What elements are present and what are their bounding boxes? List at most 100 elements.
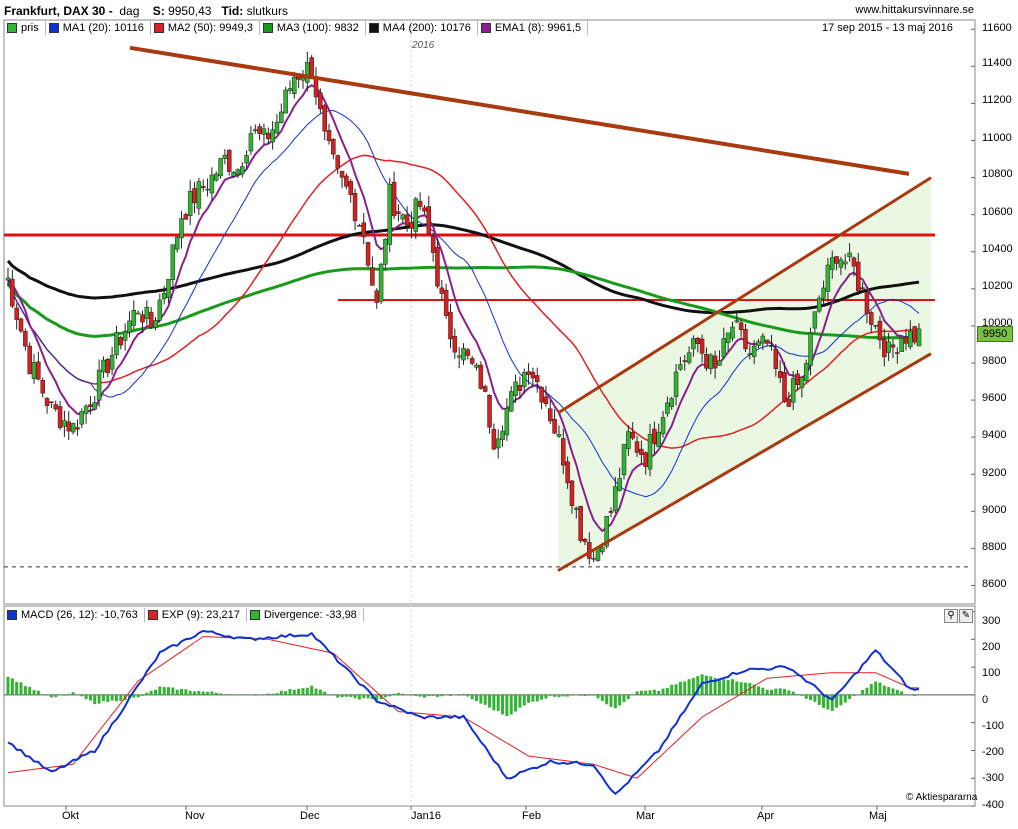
price-legend: pris MA1 (20): 10116 MA2 (50): 9949,3 MA… xyxy=(4,21,589,35)
candle-body xyxy=(747,353,753,356)
macd-y-tick: 0 xyxy=(982,694,989,706)
candle-body xyxy=(665,402,670,414)
candle-body xyxy=(244,155,249,164)
candle-body xyxy=(404,214,410,226)
candle-body xyxy=(591,557,596,560)
site-url[interactable]: www.hittakursvinnare.se xyxy=(855,4,974,16)
candle-body xyxy=(114,332,119,356)
macd-y-tick: 300 xyxy=(982,615,1001,627)
candle-body xyxy=(144,306,150,319)
candle-body xyxy=(717,360,722,366)
candle-body xyxy=(912,326,917,343)
candle-body xyxy=(400,214,406,220)
candle-body xyxy=(135,312,141,315)
candle-body xyxy=(465,349,471,356)
legend-label: MACD (26, 12): -10,763 xyxy=(21,609,138,621)
candle-body xyxy=(174,236,180,250)
macd-y-tick: -400 xyxy=(982,799,1005,811)
settings-icon[interactable]: ✎ xyxy=(959,609,973,623)
ma3-line xyxy=(6,265,920,340)
channel-upper-line xyxy=(557,176,932,415)
candle-body xyxy=(344,175,349,187)
candle-body xyxy=(331,139,336,155)
candle-body xyxy=(361,222,366,238)
candle-body xyxy=(869,312,874,325)
candle-body xyxy=(569,480,575,506)
x-tick: Okt xyxy=(62,810,80,822)
candle-body xyxy=(621,444,627,476)
candle-body xyxy=(292,76,297,94)
candle-body xyxy=(131,310,137,326)
candle-body xyxy=(79,411,84,425)
candle-body xyxy=(482,386,488,392)
s-value: 9950,43 xyxy=(168,4,212,18)
candle-body xyxy=(786,399,792,407)
candle-body xyxy=(764,339,770,344)
candle-body xyxy=(439,287,445,294)
candle-body xyxy=(383,239,388,265)
candle-body xyxy=(561,438,566,466)
legend-item-ma1: MA1 (20): 10116 xyxy=(46,21,151,35)
y-tick: 11200 xyxy=(982,94,1012,106)
candle-body xyxy=(435,246,440,287)
candle-body xyxy=(652,428,657,444)
candle-body xyxy=(218,158,223,177)
candle-body xyxy=(396,211,401,214)
candle-body xyxy=(699,338,705,354)
candle-body xyxy=(49,401,54,404)
candle-body xyxy=(279,111,284,123)
candle-body xyxy=(613,486,618,512)
candle-body xyxy=(782,372,787,402)
candle-body xyxy=(864,291,870,314)
candle-body xyxy=(799,377,805,389)
legend-item-divergence: Divergence: -33,98 xyxy=(247,608,364,622)
candle-body xyxy=(387,184,393,245)
candle-body xyxy=(452,335,458,353)
zoom-icon[interactable]: ⚲ xyxy=(944,609,958,623)
candle-body xyxy=(882,338,887,358)
period: dag xyxy=(119,4,140,18)
candle-body xyxy=(283,89,288,114)
candle-body xyxy=(200,186,206,188)
legend-label: EXP (9): 23,217 xyxy=(161,609,240,621)
y-tick: 9400 xyxy=(982,429,1007,441)
candle-body xyxy=(23,331,28,347)
candle-body xyxy=(686,352,692,363)
ma1-line xyxy=(7,110,920,498)
y-tick: 10600 xyxy=(982,206,1013,218)
candle-body xyxy=(669,398,674,407)
y-tick: 10800 xyxy=(982,168,1013,180)
candle-body xyxy=(500,430,505,441)
candle-body xyxy=(456,355,462,358)
x-tick: Jan16 xyxy=(411,810,441,822)
macd-legend: MACD (26, 12): -10,763 EXP (9): 23,217 D… xyxy=(4,608,364,622)
ma2-line xyxy=(7,154,920,449)
legend-label: EMA1 (8): 9961,5 xyxy=(494,22,582,34)
candle-body xyxy=(192,188,197,204)
legend-swatch xyxy=(480,23,491,33)
legend-swatch xyxy=(7,610,17,620)
legend-swatch xyxy=(368,23,379,33)
candle-body xyxy=(370,267,375,286)
candle-body xyxy=(860,287,865,290)
macd-y-tick: -300 xyxy=(982,772,1005,784)
candle-body xyxy=(795,373,800,385)
candle-body xyxy=(209,174,215,194)
legend-item-macd: MACD (26, 12): -10,763 xyxy=(4,608,145,622)
candle-body xyxy=(773,348,779,369)
x-tick: Feb xyxy=(522,810,541,822)
macd-line xyxy=(7,629,920,795)
candle-body xyxy=(691,338,696,350)
candle-body xyxy=(75,427,80,430)
candle-body xyxy=(777,371,783,378)
candle-body xyxy=(248,133,254,152)
candle-body xyxy=(803,363,809,381)
candle-body xyxy=(617,478,622,491)
candle-body xyxy=(417,200,423,207)
candle-body xyxy=(847,252,852,258)
candle-body xyxy=(257,126,262,134)
candle-body xyxy=(205,188,210,191)
candle-body xyxy=(118,336,124,346)
candle-body xyxy=(608,511,614,513)
